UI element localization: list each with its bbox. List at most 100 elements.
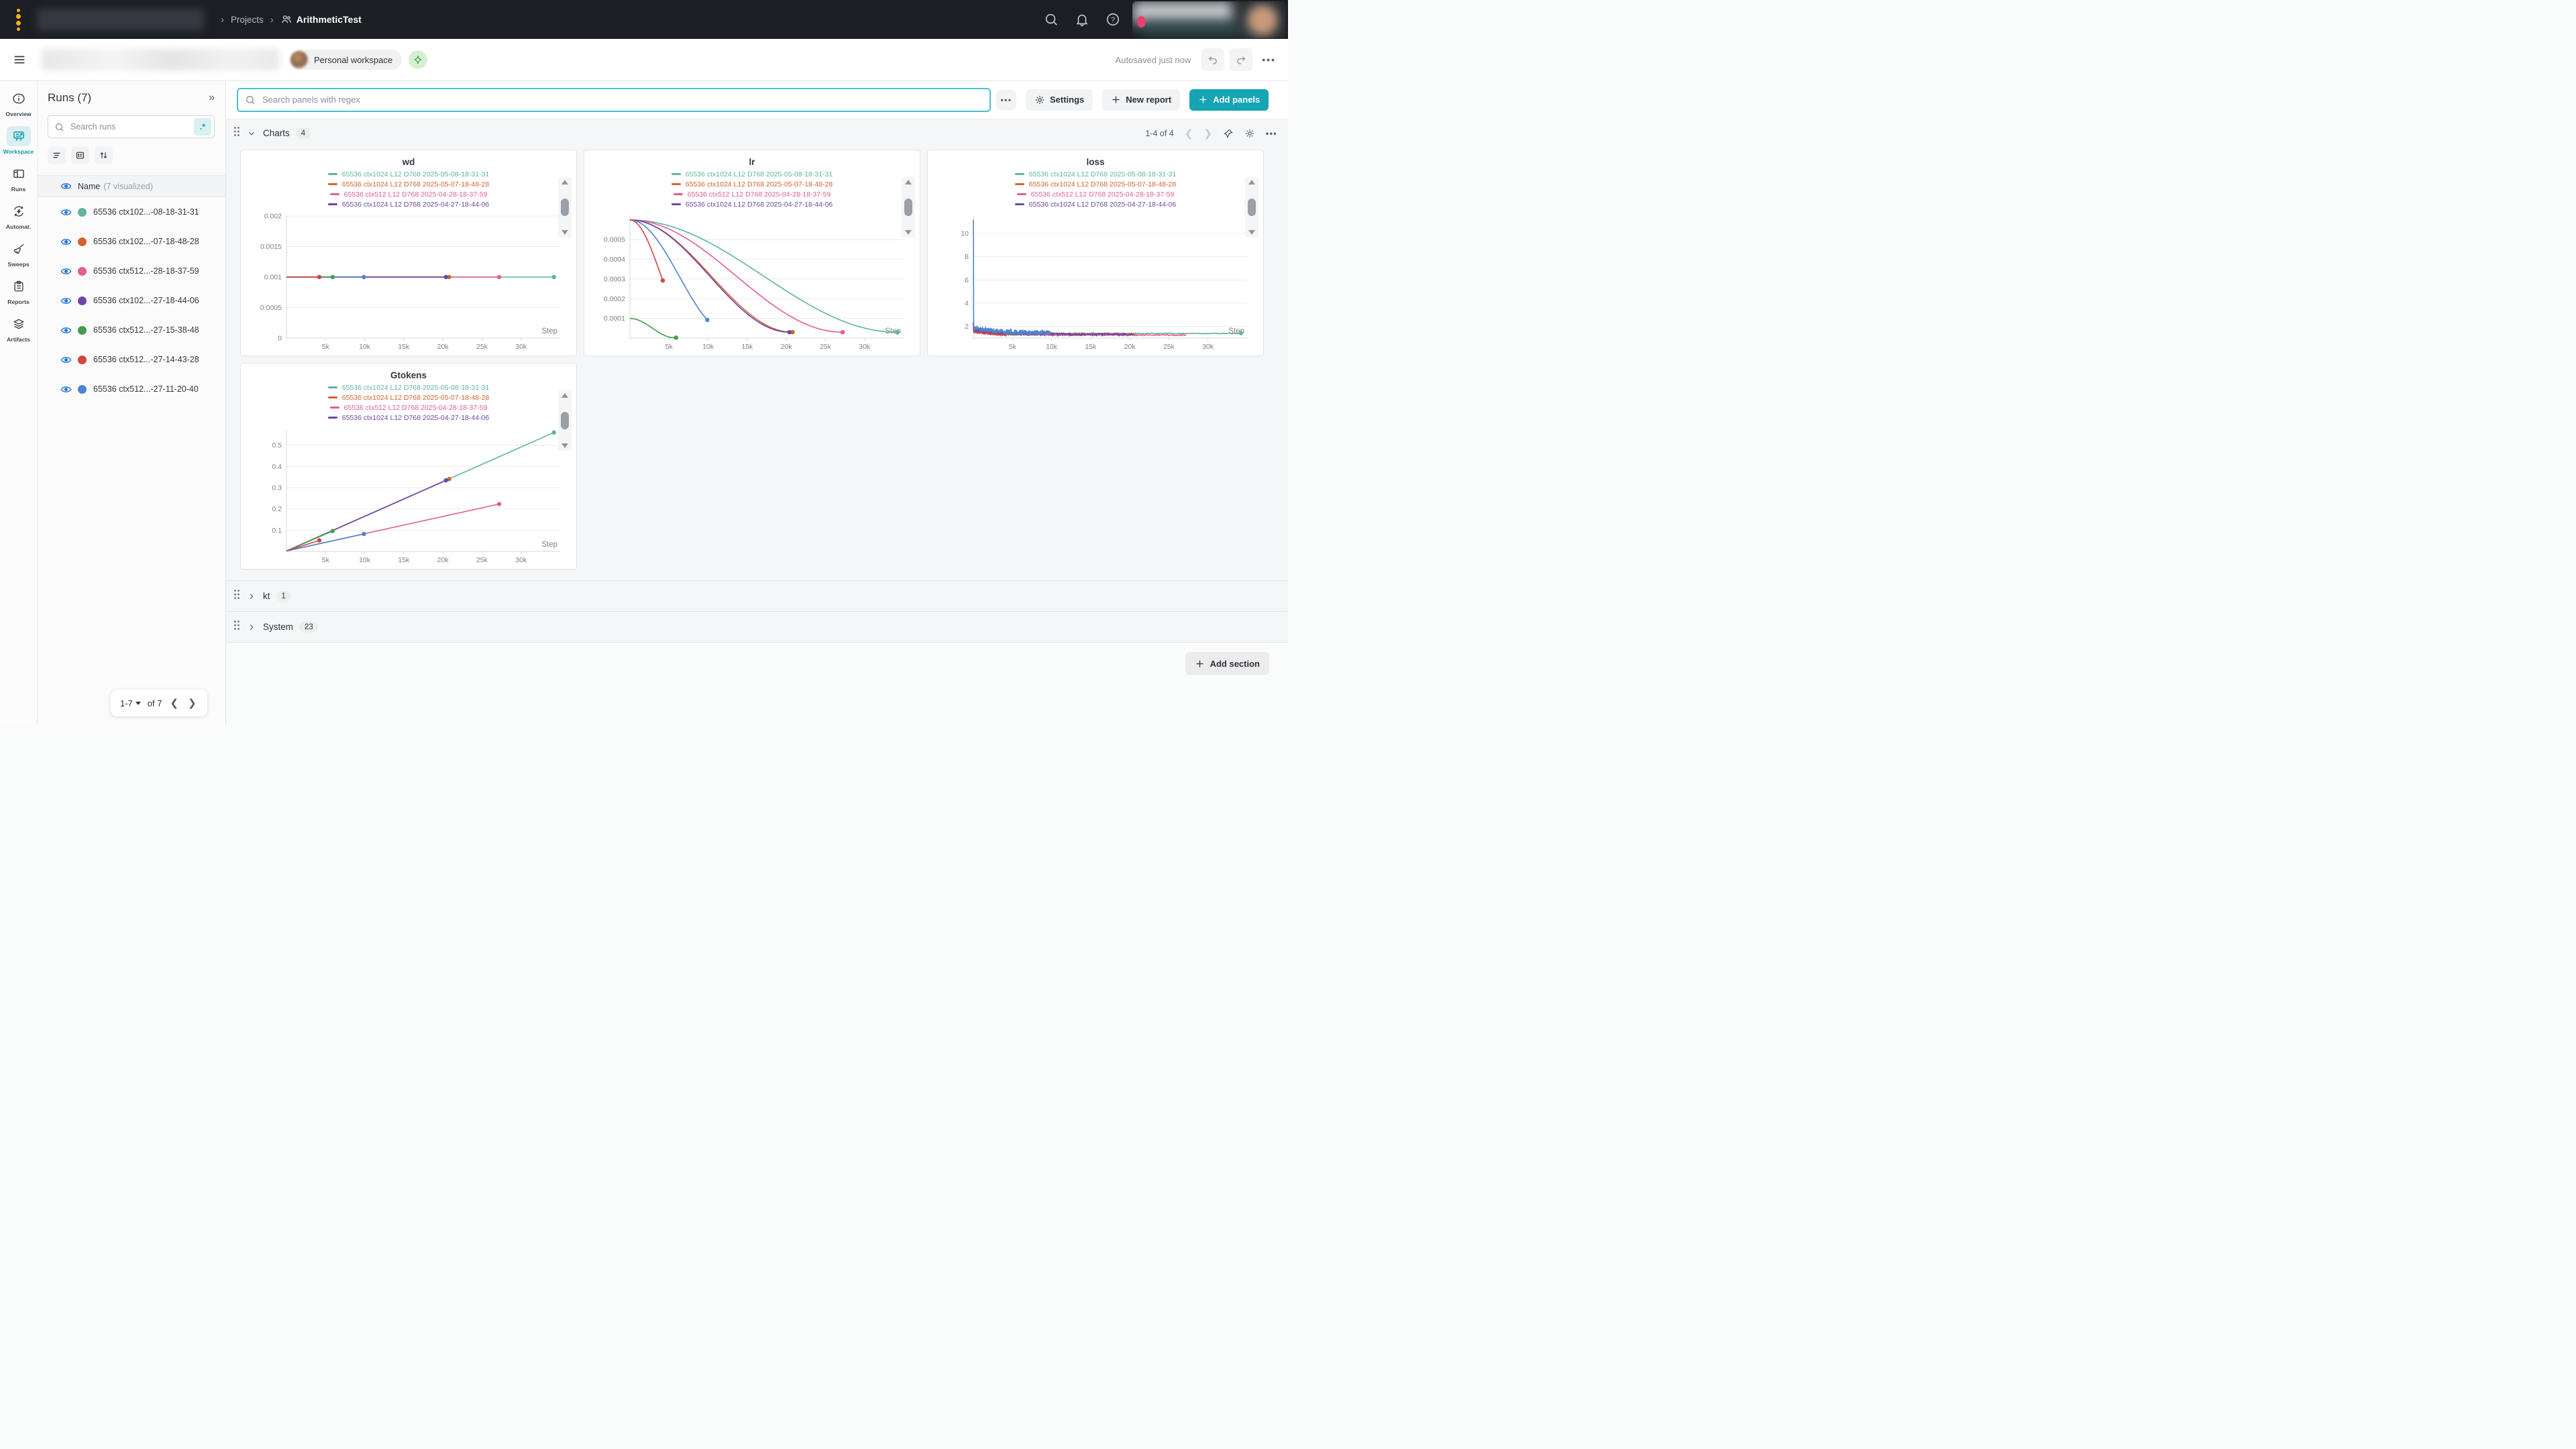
pin-section-icon[interactable]: [1223, 128, 1234, 139]
legend-scrollbar[interactable]: [902, 177, 915, 237]
visibility-eye-icon[interactable]: [60, 266, 72, 277]
visibility-eye-icon[interactable]: [60, 384, 72, 395]
scroll-down-icon[interactable]: [561, 443, 568, 448]
scroll-up-icon[interactable]: [561, 393, 568, 398]
sidebar-item-artifacts[interactable]: Artifacts: [0, 314, 37, 343]
sparkle-badge[interactable]: [409, 50, 427, 69]
legend-entry[interactable]: 65536 ctx512 L12 D768 2025-04-28-18-37-5…: [330, 189, 488, 199]
legend-entry[interactable]: 65536 ctx512 L12 D768 2025-04-28-18-37-5…: [1017, 189, 1175, 199]
legend-entry[interactable]: 65536 ctx1024 L12 D768 2025-05-07-18-48-…: [1015, 179, 1177, 189]
section-settings-gear-icon[interactable]: [1244, 128, 1255, 139]
scroll-down-icon[interactable]: [905, 230, 912, 235]
legend-entry[interactable]: 65536 ctx1024 L12 D768 2025-05-08-18-31-…: [1015, 169, 1177, 179]
kt-section-header[interactable]: kt 1: [225, 580, 1288, 611]
settings-button[interactable]: Settings: [1026, 89, 1093, 111]
legend-entry[interactable]: 65536 ctx1024 L12 D768 2025-05-07-18-48-…: [328, 179, 490, 189]
header-overflow-menu[interactable]: •••: [1262, 54, 1276, 65]
sidebar-item-sweeps[interactable]: Sweeps: [0, 239, 37, 268]
chart-panel-loss[interactable]: loss65536 ctx1024 L12 D768 2025-05-08-18…: [927, 150, 1264, 356]
run-name[interactable]: 65536 ctx102...-07-18-48-28: [93, 237, 199, 246]
chart-panel-Gtokens[interactable]: Gtokens65536 ctx1024 L12 D768 2025-05-08…: [240, 363, 577, 570]
sort-runs-button[interactable]: [95, 146, 113, 164]
runs-page-range-dropdown[interactable]: 1-7: [120, 698, 141, 708]
regex-toggle-button[interactable]: .*: [194, 118, 211, 136]
sidebar-item-overview[interactable]: Overview: [0, 89, 37, 117]
legend-entry[interactable]: 65536 ctx1024 L12 D768 2025-05-08-18-31-…: [672, 169, 833, 179]
sidebar-item-automat[interactable]: Automat.: [0, 201, 37, 230]
run-row[interactable]: 65536 ctx512...-27-15-38-48: [37, 315, 225, 345]
visibility-eye-icon[interactable]: [60, 354, 72, 366]
run-name[interactable]: 65536 ctx512...-27-15-38-48: [93, 325, 199, 335]
run-name[interactable]: 65536 ctx512...-28-18-37-59: [93, 266, 199, 276]
chart-panel-wd[interactable]: wd65536 ctx1024 L12 D768 2025-05-08-18-3…: [240, 150, 577, 356]
scrollbar-thumb[interactable]: [1248, 199, 1256, 216]
legend-scrollbar[interactable]: [1245, 177, 1258, 237]
search-icon[interactable]: [1044, 12, 1059, 27]
drag-handle-icon[interactable]: [233, 589, 240, 603]
sidebar-item-workspace[interactable]: Workspace: [0, 126, 37, 155]
chart-plot-area[interactable]: 0.00010.00020.00030.00040.00055k10k15k20…: [594, 212, 910, 353]
breadcrumb-projects[interactable]: Projects: [231, 15, 264, 25]
run-name[interactable]: 65536 ctx512...-27-11-20-40: [93, 384, 199, 394]
avatar[interactable]: [1248, 5, 1277, 35]
charts-section-title[interactable]: Charts: [263, 128, 290, 138]
redo-button[interactable]: [1230, 48, 1252, 71]
new-report-button[interactable]: New report: [1102, 89, 1180, 111]
add-panels-button[interactable]: Add panels: [1189, 89, 1269, 111]
legend-entry[interactable]: 65536 ctx1024 L12 D768 2025-04-27-18-44-…: [1015, 199, 1177, 209]
personal-workspace-pill[interactable]: Personal workspace: [289, 50, 402, 70]
kt-section-title[interactable]: kt: [263, 591, 270, 601]
visibility-eye-icon[interactable]: [60, 295, 72, 307]
run-name[interactable]: 65536 ctx102...-08-18-31-31: [93, 207, 199, 217]
sidebar-item-reports[interactable]: Reports: [0, 276, 37, 305]
runs-name-header[interactable]: Name (7 visualized): [37, 175, 225, 197]
chart-plot-area[interactable]: 0.10.20.30.40.55k10k15k20k25k30kStep: [250, 425, 567, 566]
run-row[interactable]: 65536 ctx512...-28-18-37-59: [37, 256, 225, 286]
section-overflow-menu[interactable]: •••: [1266, 129, 1277, 138]
scroll-down-icon[interactable]: [561, 230, 568, 235]
legend-entry[interactable]: 65536 ctx1024 L12 D768 2025-05-08-18-31-…: [328, 382, 490, 392]
next-page-button[interactable]: ❯: [186, 697, 198, 709]
run-name[interactable]: 65536 ctx512...-27-14-43-28: [93, 355, 199, 364]
visibility-eye-icon[interactable]: [60, 236, 72, 248]
breadcrumb-project-name[interactable]: ArithmeticTest: [297, 14, 362, 25]
undo-button[interactable]: [1201, 48, 1224, 71]
scrollbar-thumb[interactable]: [561, 199, 569, 216]
chart-plot-area[interactable]: 00.00050.0010.00150.0025k10k15k20k25k30k…: [250, 212, 567, 353]
wandb-logo[interactable]: [0, 0, 37, 39]
panel-search-input[interactable]: [261, 94, 983, 105]
filter-runs-button[interactable]: [48, 146, 66, 164]
legend-entry[interactable]: 65536 ctx512 L12 D768 2025-04-28-18-37-5…: [674, 189, 831, 199]
legend-entry[interactable]: 65536 ctx1024 L12 D768 2025-05-08-18-31-…: [328, 169, 490, 179]
chart-panel-lr[interactable]: lr65536 ctx1024 L12 D768 2025-05-08-18-3…: [584, 150, 920, 356]
chevron-right-icon[interactable]: [247, 623, 256, 632]
legend-entry[interactable]: 65536 ctx1024 L12 D768 2025-05-07-18-48-…: [328, 392, 490, 402]
chevron-down-icon[interactable]: [247, 129, 256, 138]
run-row[interactable]: 65536 ctx512...-27-11-20-40: [37, 374, 225, 404]
scroll-up-icon[interactable]: [1248, 180, 1255, 184]
run-row[interactable]: 65536 ctx102...-27-18-44-06: [37, 286, 225, 315]
legend-entry[interactable]: 65536 ctx1024 L12 D768 2025-04-27-18-44-…: [328, 413, 490, 423]
scroll-up-icon[interactable]: [561, 180, 568, 184]
visibility-eye-icon[interactable]: [60, 207, 72, 218]
legend-entry[interactable]: 65536 ctx512 L12 D768 2025-04-28-18-37-5…: [330, 402, 488, 413]
blurred-profile-area[interactable]: [1132, 1, 1287, 38]
sidebar-item-runs[interactable]: Runs: [0, 164, 37, 193]
add-section-button[interactable]: Add section: [1185, 652, 1269, 675]
menu-icon[interactable]: [12, 52, 27, 67]
runs-search-input[interactable]: [69, 121, 194, 132]
collapse-runs-panel-icon[interactable]: »: [209, 92, 215, 104]
charts-next-page-icon[interactable]: ❯: [1203, 127, 1212, 140]
visibility-eye-icon[interactable]: [60, 325, 72, 336]
drag-handle-icon[interactable]: [233, 126, 240, 140]
legend-entry[interactable]: 65536 ctx1024 L12 D768 2025-05-07-18-48-…: [672, 179, 833, 189]
chart-plot-area[interactable]: 2468105k10k15k20k25k30kStep: [937, 212, 1254, 353]
drag-handle-icon[interactable]: [233, 620, 240, 634]
charts-prev-page-icon[interactable]: ❮: [1185, 127, 1193, 140]
run-name[interactable]: 65536 ctx102...-27-18-44-06: [93, 296, 199, 305]
search-options-menu[interactable]: •••: [996, 90, 1016, 110]
system-section-header[interactable]: System 23: [225, 611, 1288, 643]
help-icon[interactable]: ?: [1106, 12, 1120, 27]
scrollbar-thumb[interactable]: [904, 199, 912, 216]
scroll-up-icon[interactable]: [905, 180, 912, 184]
